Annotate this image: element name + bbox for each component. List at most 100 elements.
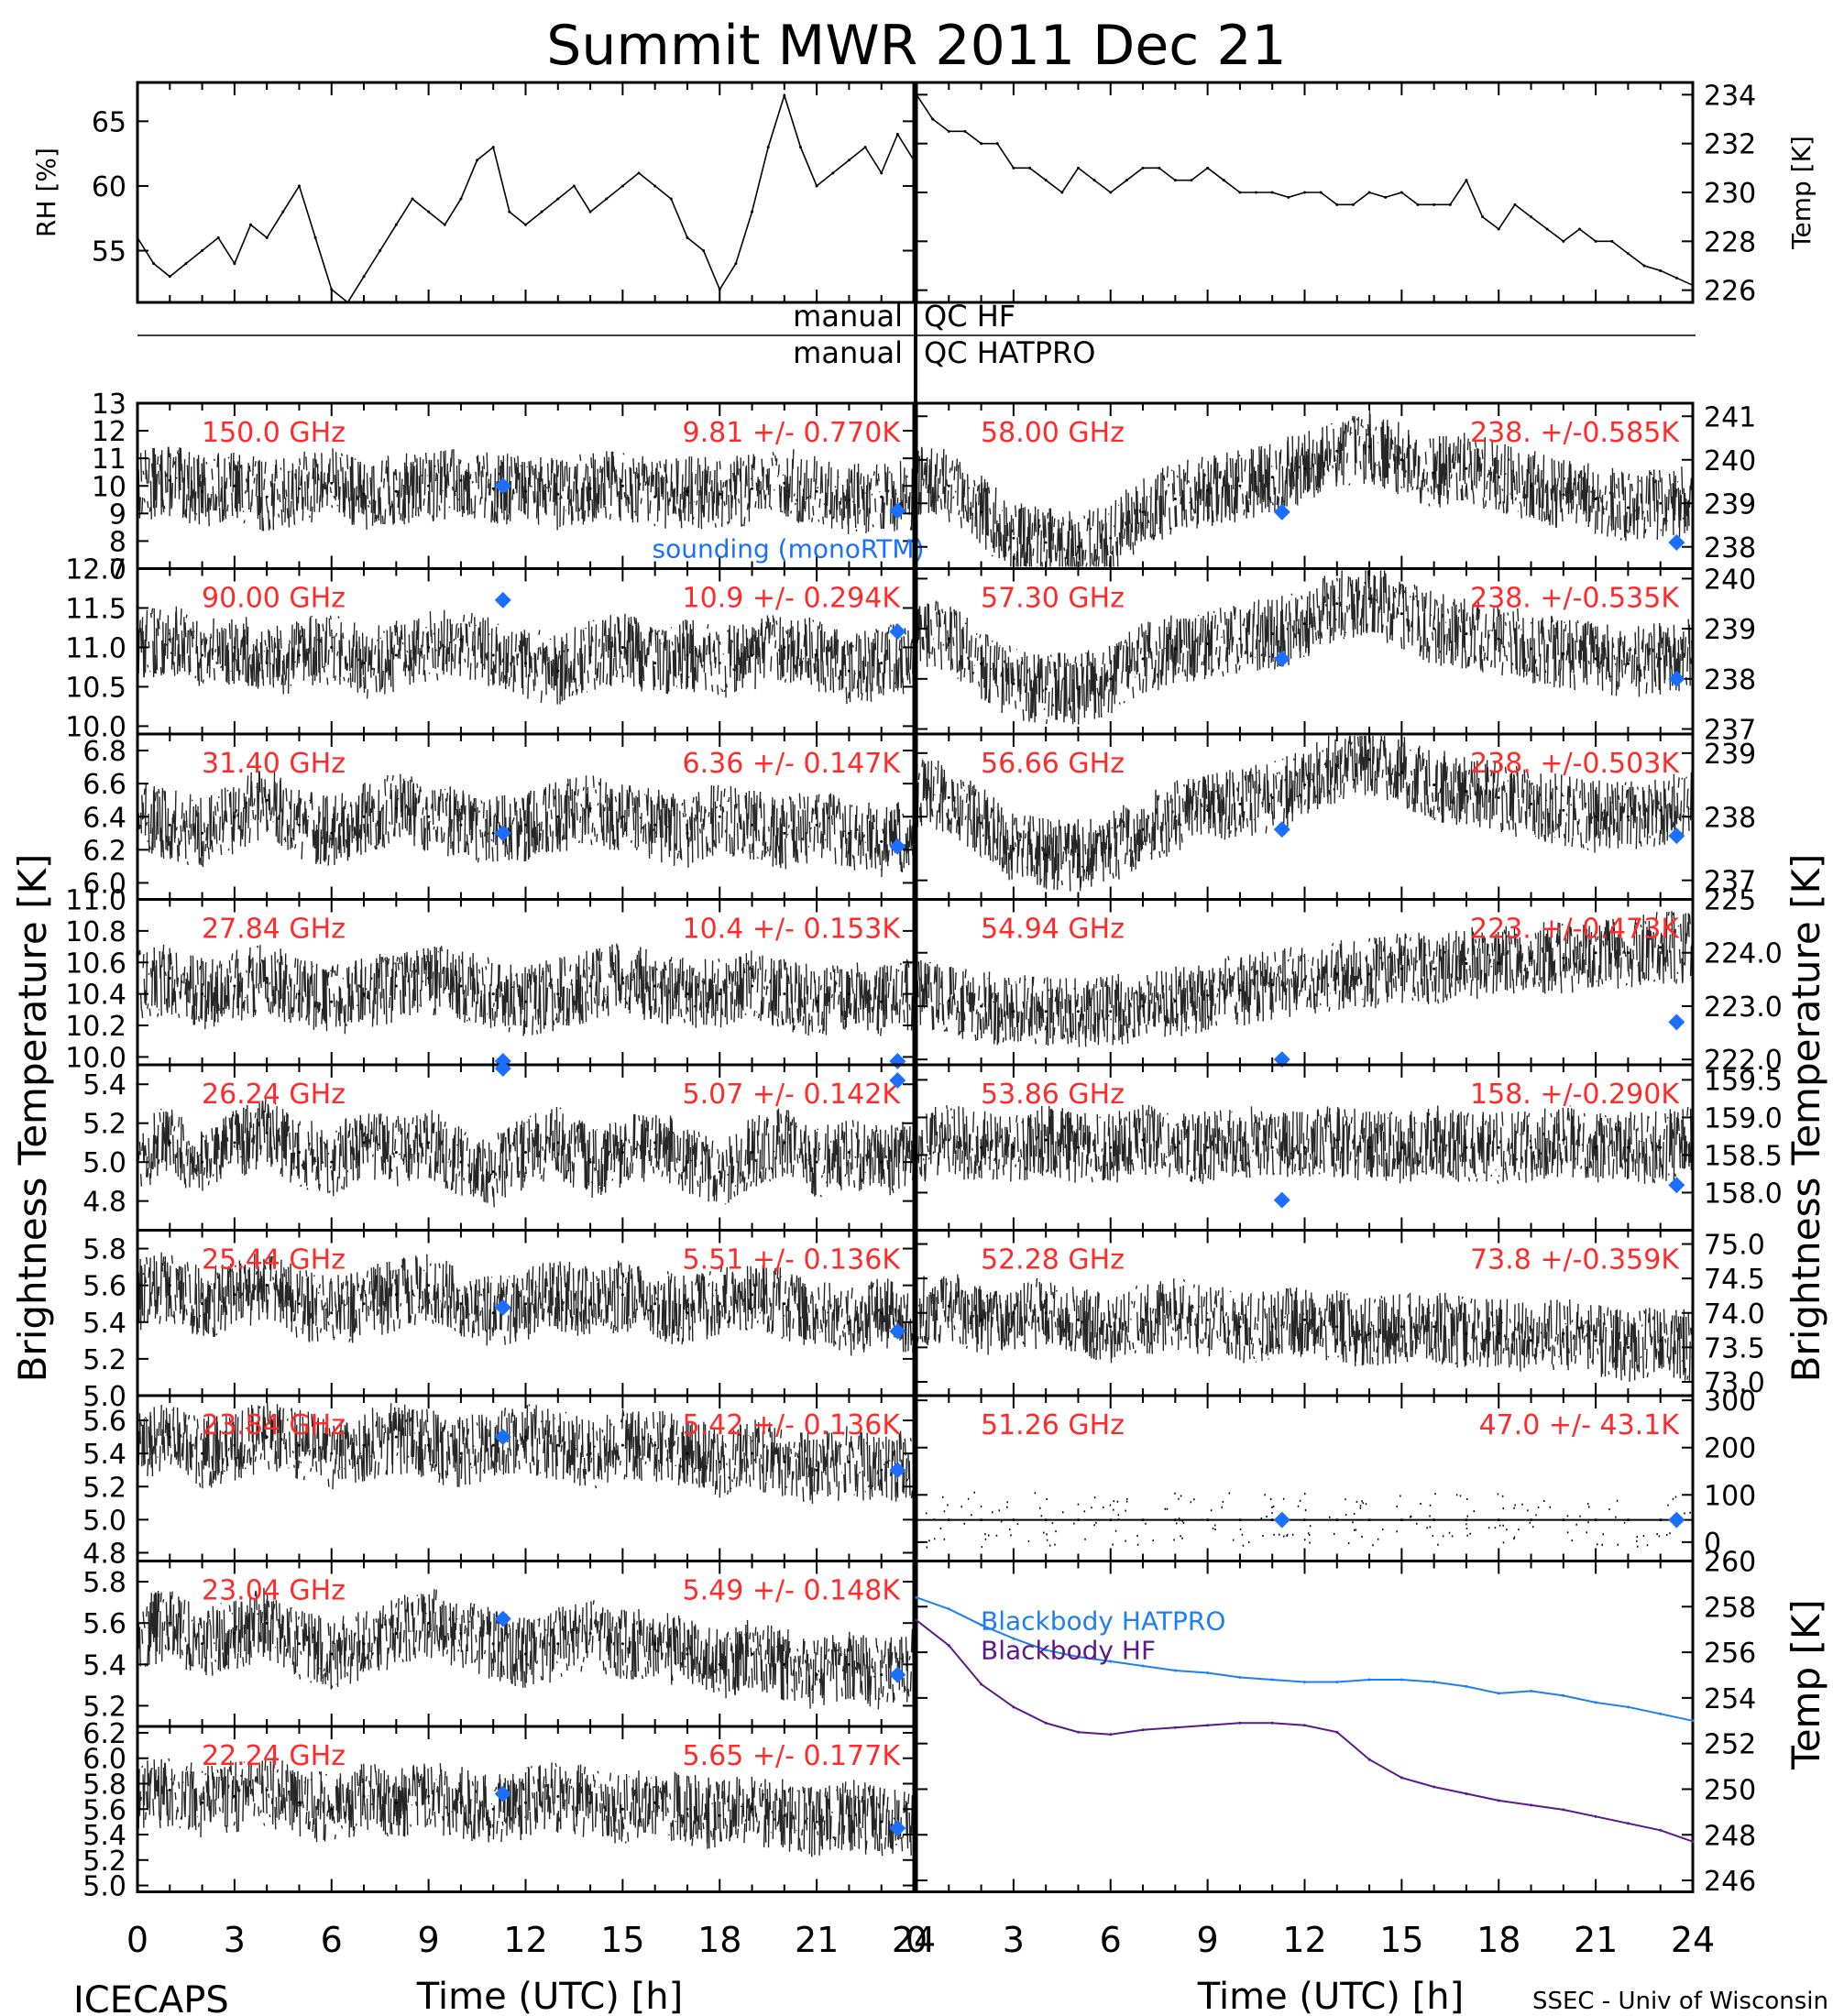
- temp-point: [1206, 166, 1210, 170]
- tb-23.04-point: [783, 1662, 786, 1666]
- temp-point: [1384, 195, 1388, 199]
- blackbody-point: [1432, 1680, 1436, 1683]
- tb-31.40-point: [524, 823, 527, 827]
- tb-58.00-freq-label: 58.00 GHz: [981, 417, 1125, 449]
- rh-point: [766, 146, 770, 149]
- tb-23.84-sounding-marker: [494, 1429, 511, 1446]
- tb-22.24-series-trace: [137, 1755, 915, 1857]
- tb-90.00-point: [201, 653, 204, 657]
- tb-90.00-point: [653, 662, 657, 665]
- tb-27.84-point: [653, 984, 657, 988]
- tb-58.00-point: [1335, 449, 1339, 453]
- tb-150.0-point: [491, 487, 495, 490]
- tb-27.84-series-trace: [137, 943, 915, 1036]
- tb-58.00-point: [1012, 536, 1015, 540]
- tb-90.00-sounding-marker: [889, 623, 906, 641]
- temp-point: [1674, 276, 1678, 279]
- rh-point: [686, 236, 689, 239]
- blackbody-point: [1562, 1693, 1565, 1697]
- tb-27.84-point: [233, 984, 236, 988]
- tb-31.40-point: [912, 831, 916, 835]
- tb-31.40-point: [556, 815, 560, 818]
- tb-53.86-point: [1076, 1145, 1080, 1149]
- tb-57.30-point: [1141, 657, 1145, 661]
- temp-point: [1028, 166, 1032, 170]
- temp-point: [1270, 191, 1274, 194]
- tb-23.84-point: [718, 1460, 721, 1463]
- tb-52.28-point: [1497, 1331, 1500, 1335]
- tb-150.0-ytick-label: 7: [109, 554, 126, 586]
- qc-hatpro-label-left: manual: [793, 335, 903, 370]
- tb-23.04-point: [653, 1642, 657, 1646]
- rh-line: [137, 93, 915, 304]
- tb-23.84-stats-label: 5.42 +/- 0.136K: [683, 1409, 902, 1441]
- rh-point: [751, 210, 754, 214]
- temp-point: [1691, 283, 1695, 287]
- tb-54.94-point: [947, 999, 950, 1003]
- tb-26.24-point: [524, 1151, 527, 1155]
- tb-26.24-sounding-marker: [494, 1060, 511, 1077]
- rh-panel: 55 60 65: [92, 81, 916, 304]
- tb-90.00-point: [427, 645, 431, 649]
- tb-27.84-point: [912, 992, 916, 996]
- blackbody-point: [1691, 1840, 1695, 1844]
- temp-point: [947, 129, 950, 133]
- temp-point: [1076, 166, 1080, 170]
- tb-54.94-point: [1270, 983, 1274, 987]
- tb-90.00-panel: 10.0 10.5 11.0 11.5 12.0 90.00 GHz 10.9 +/- 0.…: [65, 554, 916, 743]
- tb-27.84-point: [686, 992, 689, 996]
- tb-23.04-point: [620, 1642, 624, 1646]
- temp-ytick-label: 226: [1704, 276, 1756, 308]
- tb-23.04-point: [201, 1642, 204, 1646]
- tb-22.24-point: [524, 1801, 527, 1804]
- tb-51.26-point: [1303, 1518, 1306, 1522]
- temp-point: [1173, 179, 1177, 182]
- tb-27.84-sounding-marker: [889, 1053, 906, 1069]
- tb-51.26-sounding-marker: [1668, 1511, 1685, 1528]
- rh-point: [669, 197, 673, 201]
- blackbody-point: [1303, 1724, 1306, 1727]
- tb-31.40-ytick-label: 6.8: [82, 736, 126, 768]
- tb-31.40-point: [588, 806, 592, 810]
- x-axis-label-left: Time (UTC) [h]: [416, 1976, 683, 2016]
- tb-90.00-sounding-marker: [494, 591, 511, 608]
- qc-hatpro-label-right: QC HATPRO: [924, 335, 1095, 370]
- tb-25.44-point: [588, 1302, 592, 1306]
- tb-51.26-point: [1367, 1518, 1371, 1522]
- x-tick-label-right: 12: [1282, 1920, 1326, 1960]
- tb-31.40-ytick-label: 6.2: [82, 835, 126, 867]
- tb-52.28-point: [1109, 1325, 1113, 1329]
- tb-53.86-series-trace: [916, 1104, 1694, 1185]
- tb-31.40-point: [168, 823, 171, 827]
- tb-57.30-point: [1497, 637, 1500, 641]
- temp-point: [1222, 179, 1225, 182]
- tb-150.0-point: [459, 478, 463, 482]
- tb-31.40-point: [718, 815, 721, 818]
- tb-150.0-series-trace: [137, 446, 915, 534]
- tb-54.94-point: [1497, 961, 1500, 965]
- tb-23.84-point: [815, 1468, 818, 1472]
- tb-90.00-point: [491, 653, 495, 657]
- tb-25.44-ytick-label: 5.6: [82, 1271, 126, 1303]
- tb-51.26-stats-label: 47.0 +/- 43.1K: [1479, 1409, 1681, 1441]
- tb-51.26-point: [1497, 1518, 1500, 1522]
- tb-52.28-point: [1659, 1339, 1663, 1342]
- tb-26.24-point: [330, 1160, 334, 1164]
- tb-57.30-ytick-label: 237: [1704, 715, 1756, 747]
- tb-31.40-point: [847, 831, 851, 835]
- tb-31.40-ytick-label: 6.0: [82, 868, 126, 900]
- temp-ytick-label: 228: [1704, 226, 1756, 258]
- rh-point: [605, 197, 609, 201]
- blackbody-ytick-label: 256: [1704, 1638, 1756, 1670]
- tb-52.28-point: [1530, 1339, 1533, 1342]
- tb-150.0-point: [880, 495, 884, 499]
- blackbody-point: [915, 1618, 918, 1622]
- tb-25.44-point: [880, 1311, 884, 1315]
- tb-23.04-panel: 5.2 5.4 5.6 5.8 23.04 GHz 5.49 +/- 0.148K: [82, 1560, 916, 1728]
- tb-26.24-point: [168, 1141, 171, 1145]
- qc-hf-label-left: manual: [793, 299, 903, 334]
- tb-26.24-point: [459, 1160, 463, 1164]
- rh-point: [895, 132, 899, 136]
- tb-56.66-point: [1270, 795, 1274, 799]
- tb-54.94-point: [1238, 988, 1242, 992]
